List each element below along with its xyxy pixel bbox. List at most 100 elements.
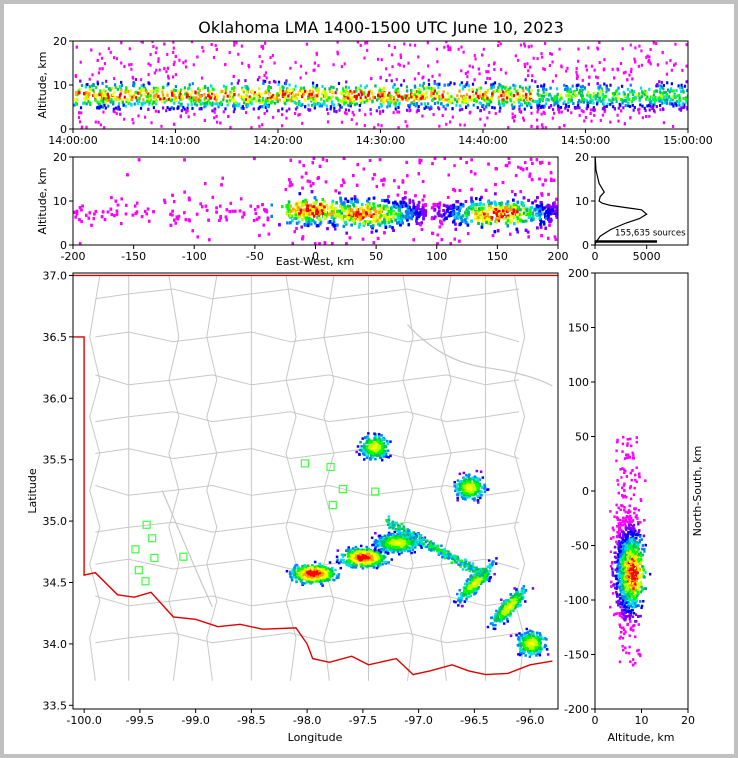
time-cell — [462, 85, 465, 89]
time-cell — [518, 93, 521, 97]
time-cell — [258, 100, 261, 104]
time-cell — [261, 44, 264, 48]
time-cell — [369, 108, 372, 112]
time-cell — [368, 97, 372, 101]
ew-cell — [531, 214, 535, 218]
time-cell — [273, 101, 277, 105]
time-cell — [390, 95, 393, 99]
time-cell — [233, 43, 236, 47]
time-cell — [171, 91, 174, 95]
time-cell — [685, 64, 688, 68]
time-cell — [101, 81, 104, 85]
time-cell — [435, 95, 438, 99]
time-cell — [603, 82, 606, 86]
time-cell — [117, 107, 120, 111]
time-cell — [413, 93, 416, 97]
time-cell — [512, 100, 515, 104]
time-cell — [438, 95, 441, 99]
time-cell — [488, 100, 491, 104]
time-cell — [344, 100, 347, 104]
time-cell — [186, 87, 190, 91]
time-cell — [377, 92, 380, 96]
time-cell — [407, 61, 410, 65]
time-cell — [396, 110, 399, 114]
time-cell — [264, 41, 267, 45]
ew-cell — [438, 209, 441, 213]
time-cell — [158, 68, 161, 72]
ew-cell — [208, 238, 211, 242]
time-cell — [295, 96, 299, 100]
time-cell — [436, 60, 439, 64]
time-cell — [303, 98, 306, 102]
ew-cell — [418, 158, 421, 162]
time-cell — [552, 98, 555, 102]
time-cell — [527, 74, 530, 78]
time-cell — [277, 93, 280, 97]
time-cell — [174, 85, 178, 89]
ew-cell — [353, 197, 357, 201]
time-cell — [370, 89, 373, 93]
time-cell — [266, 97, 269, 101]
ew-cell — [459, 202, 463, 206]
time-cell — [596, 92, 599, 96]
time-cell — [669, 100, 672, 104]
time-cell — [630, 67, 633, 71]
time-cell — [448, 95, 451, 99]
time-cell — [200, 107, 203, 111]
ew-cell — [411, 199, 415, 203]
time-cell — [639, 103, 642, 107]
ew-cell — [531, 201, 534, 205]
time-cell — [623, 122, 626, 126]
time-cell — [413, 84, 417, 88]
time-cell — [473, 54, 476, 58]
time-cell — [427, 78, 430, 82]
time-cell — [285, 98, 288, 102]
ew-cell — [515, 206, 519, 210]
ew-cell — [330, 210, 334, 214]
time-cell — [625, 98, 628, 102]
time-cell — [564, 88, 567, 92]
time-cell — [396, 98, 399, 102]
time-cell — [146, 99, 149, 103]
time-cell — [565, 69, 568, 73]
ew-cell — [346, 204, 350, 208]
time-cell — [263, 74, 266, 78]
time-cell — [252, 107, 255, 111]
time-cell — [645, 91, 648, 95]
time-cell — [193, 112, 196, 116]
time-cell — [276, 99, 279, 103]
ew-cell — [332, 220, 336, 224]
time-cell — [278, 98, 281, 102]
time-cell — [170, 89, 173, 93]
time-cell — [444, 107, 447, 111]
time-cell — [611, 91, 615, 95]
time-cell — [184, 59, 187, 63]
time-cell — [656, 83, 659, 87]
time-cell — [403, 42, 406, 46]
time-cell — [165, 70, 168, 74]
time-cell — [468, 97, 471, 101]
time-cell — [226, 103, 229, 107]
time-cell — [661, 101, 664, 105]
time-cell — [522, 89, 525, 93]
time-cell — [227, 101, 231, 105]
time-cell — [87, 95, 90, 99]
time-cell — [478, 101, 481, 105]
time-cell — [190, 96, 193, 100]
time-cell — [548, 105, 551, 109]
time-cell — [356, 41, 359, 44]
time-cell — [648, 103, 651, 107]
time-cell — [113, 110, 116, 114]
time-cell — [483, 98, 486, 102]
time-cell — [659, 87, 662, 91]
time-cell — [593, 95, 596, 99]
time-cell — [426, 102, 430, 106]
time-cell — [427, 86, 431, 90]
time-cell — [138, 91, 142, 95]
time-cell — [578, 106, 581, 110]
time-cell — [233, 104, 236, 108]
time-cell — [529, 92, 532, 96]
time-cell — [395, 77, 398, 81]
time-cell — [618, 92, 621, 96]
time-cell — [463, 123, 466, 127]
